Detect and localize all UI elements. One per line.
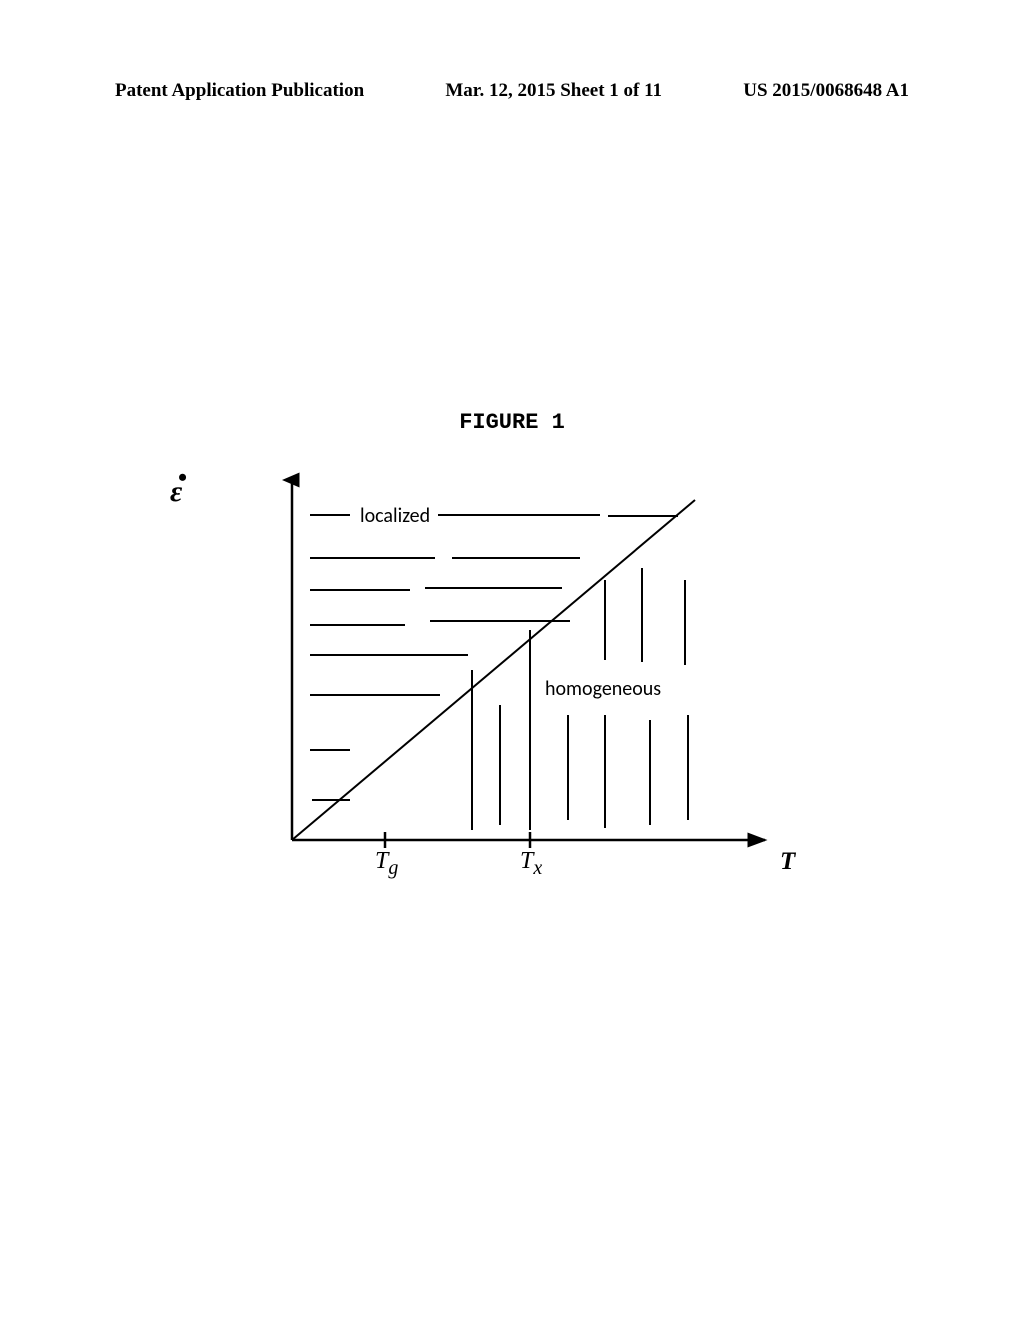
deformation-map-chart: • ε localizedhomogeneous Tg Tx T (210, 470, 815, 900)
x-tick-tg: Tg (375, 848, 398, 880)
header-publication-type: Patent Application Publication (115, 80, 364, 102)
svg-text:localized: localized (360, 504, 430, 528)
header-date-sheet: Mar. 12, 2015 Sheet 1 of 11 (445, 80, 662, 102)
y-axis-label: • ε (170, 475, 182, 509)
header-patent-number: US 2015/0068648 A1 (743, 80, 909, 102)
region-labels: localized homogeneous (360, 504, 661, 701)
page-header: Patent Application Publication Mar. 12, … (0, 80, 1024, 102)
rate-dot-icon: • (178, 463, 187, 493)
x-axis-label: T (780, 848, 795, 876)
chart-axes (292, 480, 765, 840)
horizontal-hatch-lines (310, 515, 678, 800)
x-tick-tx: Tx (520, 848, 542, 880)
figure-title: FIGURE 1 (459, 410, 565, 435)
chart-svg: localized homogeneous (210, 470, 815, 900)
svg-text:homogeneous: homogeneous (545, 677, 661, 701)
